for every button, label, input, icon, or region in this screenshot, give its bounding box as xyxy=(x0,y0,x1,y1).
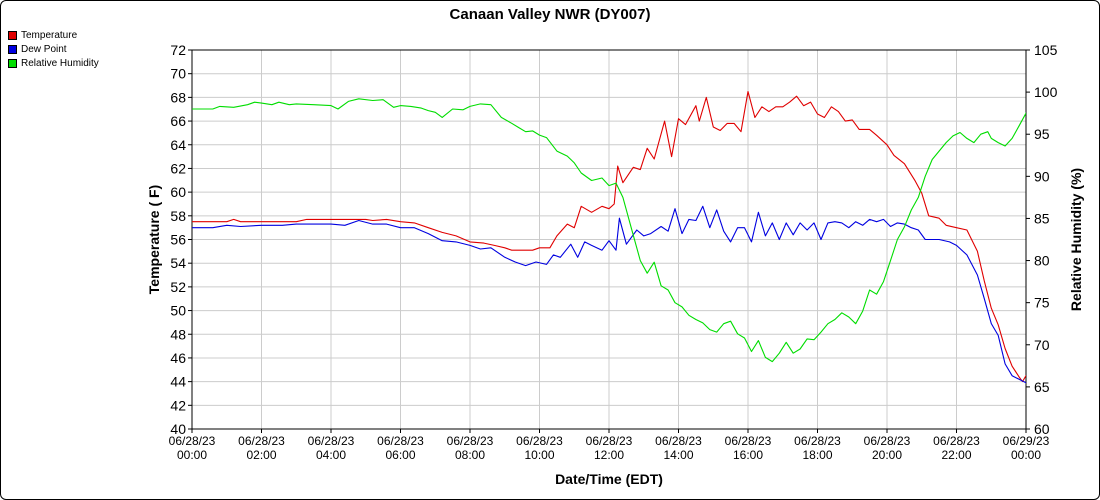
x-tick-label-date: 06/28/23 xyxy=(864,434,911,448)
y-tick-label-left: 48 xyxy=(170,326,186,342)
series-line-dew-point xyxy=(192,205,1026,384)
y-tick-label-right: 65 xyxy=(1034,379,1050,395)
x-tick-label-time: 00:00 xyxy=(177,448,207,462)
y-tick-label-left: 58 xyxy=(170,208,186,224)
x-tick-label-date: 06/28/23 xyxy=(308,434,355,448)
y-tick-label-right: 90 xyxy=(1034,168,1050,184)
x-tick-label-time: 02:00 xyxy=(246,448,276,462)
y-tick-label-left: 62 xyxy=(170,160,186,176)
legend-item-dew-point: Dew Point xyxy=(8,42,99,56)
y-tick-label-right: 70 xyxy=(1034,337,1050,353)
x-tick-label-date: 06/28/23 xyxy=(933,434,980,448)
x-tick-label-time: 14:00 xyxy=(663,448,693,462)
x-tick-label-time: 16:00 xyxy=(733,448,763,462)
y-tick-label-left: 56 xyxy=(170,232,186,248)
x-tick-label-date: 06/28/23 xyxy=(794,434,841,448)
y-tick-label-left: 50 xyxy=(170,303,186,319)
y-tick-label-left: 72 xyxy=(170,42,186,58)
y-tick-label-left: 70 xyxy=(170,66,186,82)
x-tick-label-time: 06:00 xyxy=(385,448,415,462)
x-tick-label-date: 06/28/23 xyxy=(377,434,424,448)
legend-label-relative-humidity: Relative Humidity xyxy=(21,57,99,69)
x-tick-label-time: 22:00 xyxy=(941,448,971,462)
chart-title: Canaan Valley NWR (DY007) xyxy=(450,6,651,23)
x-tick-label-time: 20:00 xyxy=(872,448,902,462)
x-tick-label-time: 00:00 xyxy=(1011,448,1041,462)
x-tick-label-time: 08:00 xyxy=(455,448,485,462)
y-tick-label-left: 54 xyxy=(170,255,186,271)
x-tick-label-date: 06/28/23 xyxy=(655,434,702,448)
y-tick-label-right: 100 xyxy=(1034,84,1058,100)
legend-swatch-temperature xyxy=(8,30,17,40)
y-axis-label-right: Relative Humidity (%) xyxy=(1068,168,1084,311)
x-tick-label-time: 18:00 xyxy=(802,448,832,462)
y-tick-label-left: 52 xyxy=(170,279,186,295)
series-group xyxy=(192,90,1026,384)
plot-area xyxy=(191,49,1027,430)
y-tick-label-right: 105 xyxy=(1034,42,1058,58)
x-tick-label-date: 06/28/23 xyxy=(447,434,494,448)
y-tick-label-left: 44 xyxy=(170,374,186,390)
y-tick-label-right: 95 xyxy=(1034,126,1050,142)
x-tick-label-date: 06/28/23 xyxy=(169,434,216,448)
y-tick-label-left: 64 xyxy=(170,137,186,153)
legend: Temperature Dew Point Relative Humidity xyxy=(8,28,99,70)
legend-swatch-dew-point xyxy=(8,44,17,54)
x-axis-label: Date/Time (EDT) xyxy=(555,471,663,487)
x-tick-label-date: 06/29/23 xyxy=(1003,434,1050,448)
x-tick-label-time: 04:00 xyxy=(316,448,346,462)
y-axis-label-left: Temperature ( F) xyxy=(146,185,162,294)
x-tick-label-date: 06/28/23 xyxy=(516,434,563,448)
series-line-temperature xyxy=(192,90,1026,383)
y-tick-label-left: 66 xyxy=(170,113,186,129)
legend-item-temperature: Temperature xyxy=(8,28,99,42)
legend-swatch-relative-humidity xyxy=(8,58,17,68)
legend-label-temperature: Temperature xyxy=(21,29,78,41)
x-tick-label-date: 06/28/23 xyxy=(586,434,633,448)
x-tick-label-time: 10:00 xyxy=(524,448,554,462)
y-tick-label-left: 42 xyxy=(170,397,186,413)
series-line-relative-humidity xyxy=(192,98,1026,363)
y-tick-label-left: 60 xyxy=(170,184,186,200)
y-tick-label-right: 60 xyxy=(1034,421,1050,437)
legend-item-relative-humidity: Relative Humidity xyxy=(8,56,99,70)
x-tick-label-date: 06/28/23 xyxy=(725,434,772,448)
x-tick-label-time: 12:00 xyxy=(594,448,624,462)
y-tick-label-left: 46 xyxy=(170,350,186,366)
y-tick-label-left: 40 xyxy=(170,421,186,437)
y-tick-label-left: 68 xyxy=(170,89,186,105)
y-tick-label-right: 75 xyxy=(1034,295,1050,311)
legend-label-dew-point: Dew Point xyxy=(21,43,67,55)
x-tick-label-date: 06/28/23 xyxy=(238,434,285,448)
y-tick-label-right: 85 xyxy=(1034,210,1050,226)
y-tick-label-right: 80 xyxy=(1034,253,1050,269)
